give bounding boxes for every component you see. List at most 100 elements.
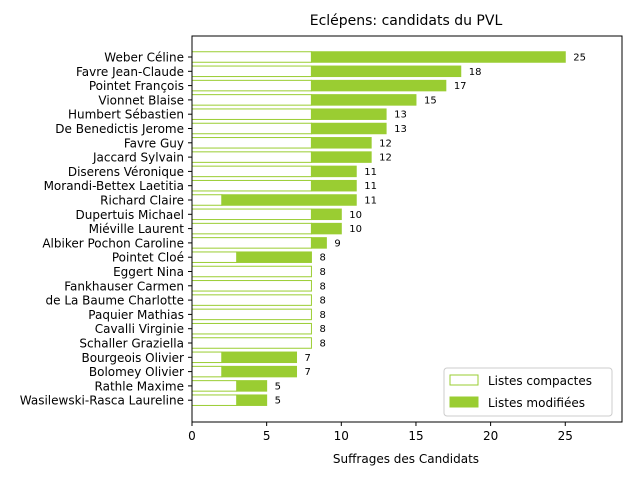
- category-label: Richard Claire: [100, 194, 184, 208]
- bar-modifiees: [310, 222, 342, 235]
- bar-modifiees: [310, 94, 417, 106]
- value-label: 8: [319, 267, 325, 278]
- value-label: 5: [275, 381, 281, 392]
- bar-modifiees: [310, 237, 327, 249]
- category-label: Bolomey Olivier: [89, 365, 184, 379]
- category-label: Bourgeois Olivier: [81, 351, 184, 365]
- value-label: 10: [349, 224, 362, 235]
- value-label: 9: [334, 238, 340, 249]
- value-label: 17: [454, 81, 467, 92]
- value-label: 7: [305, 353, 311, 364]
- bar-compactes: [191, 165, 312, 178]
- bar-modifiees: [310, 51, 566, 63]
- x-tick-label: 10: [334, 429, 349, 443]
- x-tick-label: 15: [408, 429, 423, 443]
- category-label: Favre Guy: [124, 136, 184, 150]
- legend-swatch-modifiees: [449, 396, 479, 408]
- plot-frame: [191, 35, 623, 423]
- x-axis-title: Suffrages des Candidats: [333, 452, 479, 466]
- bar-compactes: [191, 394, 238, 406]
- legend-frame: [443, 367, 613, 417]
- value-label: 11: [364, 196, 377, 207]
- value-label: 12: [379, 138, 392, 149]
- category-label: Jaccard Sylvain: [92, 151, 184, 165]
- value-label: 25: [573, 53, 586, 64]
- bars-group: [191, 51, 566, 406]
- category-label: Morandi-Bettex Laetitia: [44, 179, 184, 193]
- value-label: 18: [469, 67, 482, 78]
- bar-compactes: [191, 151, 312, 163]
- legend-label-modifiees: Listes modifiées: [488, 396, 585, 410]
- category-label: Schaller Graziella: [79, 337, 184, 351]
- bar-compactes: [191, 137, 312, 149]
- bar-compactes: [191, 94, 312, 106]
- category-label: Eggert Nina: [113, 265, 184, 279]
- category-label: Wasilewski-Rasca Laureline: [20, 394, 184, 408]
- category-label: Dupertuis Michael: [76, 208, 184, 222]
- bar-compactes: [191, 351, 223, 364]
- bar-compactes: [191, 380, 238, 392]
- bar-compactes: [191, 308, 312, 321]
- bar-compactes: [191, 280, 312, 292]
- bar-compactes: [191, 65, 312, 78]
- category-label: Pointet François: [89, 79, 184, 93]
- value-label: 7: [305, 367, 311, 378]
- bar-modifiees: [236, 380, 268, 392]
- bar-modifiees: [310, 122, 387, 135]
- category-label: Rathle Maxime: [95, 379, 184, 393]
- value-label: 11: [364, 181, 377, 192]
- legend: Listes compactes Listes modifiées: [443, 367, 613, 417]
- x-axis-ticks: 0 5 10 15 20 25: [188, 422, 573, 443]
- bar-compactes: [191, 222, 312, 235]
- value-label: 13: [394, 124, 407, 135]
- bar-compactes: [191, 122, 312, 135]
- bar-compactes: [191, 237, 312, 249]
- bar-compactes: [191, 322, 312, 335]
- value-label: 8: [319, 296, 325, 307]
- bar-compactes: [191, 208, 312, 221]
- category-label: de La Baume Charlotte: [46, 294, 185, 308]
- category-label: Vionnet Blaise: [98, 93, 184, 107]
- bar-modifiees: [236, 394, 268, 406]
- bar-modifiees: [310, 151, 372, 163]
- value-label: 13: [394, 110, 407, 121]
- x-tick-label: 25: [558, 429, 573, 443]
- x-tick-label: 5: [263, 429, 271, 443]
- value-label: 10: [349, 210, 362, 221]
- category-label: Cavalli Virginie: [95, 322, 184, 336]
- category-label: Diserens Véronique: [68, 165, 184, 179]
- x-tick-label: 20: [483, 429, 498, 443]
- bar-compactes: [191, 294, 312, 306]
- value-label: 8: [319, 324, 325, 335]
- value-label: 8: [319, 310, 325, 321]
- bar-compactes: [191, 365, 223, 378]
- bar-modifiees: [236, 251, 312, 263]
- bar-modifiees: [221, 194, 357, 206]
- category-label: Miéville Laurent: [89, 222, 185, 236]
- value-label: 12: [379, 153, 392, 164]
- bar-modifiees: [221, 365, 298, 378]
- category-label: Paquier Mathias: [88, 308, 184, 322]
- bar-modifiees: [310, 165, 357, 178]
- bar-compactes: [191, 265, 312, 278]
- bar-compactes: [191, 108, 312, 120]
- bar-compactes: [191, 251, 238, 263]
- bar-modifiees: [310, 208, 342, 221]
- x-tick-label: 0: [188, 429, 196, 443]
- value-label: 15: [424, 95, 437, 106]
- category-label: Fankhauser Carmen: [64, 279, 184, 293]
- category-label: Favre Jean-Claude: [76, 65, 184, 79]
- bar-modifiees: [310, 179, 357, 192]
- bar-compactes: [191, 337, 312, 349]
- legend-swatch-compactes: [449, 374, 479, 386]
- category-label: Humbert Sébastien: [68, 108, 184, 122]
- bar-compactes: [191, 194, 223, 206]
- bar-modifiees: [221, 351, 298, 364]
- value-label: 8: [319, 339, 325, 350]
- chart-title: Eclépens: candidats du PVL: [310, 13, 503, 29]
- bar-compactes: [191, 79, 312, 92]
- bar-modifiees: [310, 137, 372, 149]
